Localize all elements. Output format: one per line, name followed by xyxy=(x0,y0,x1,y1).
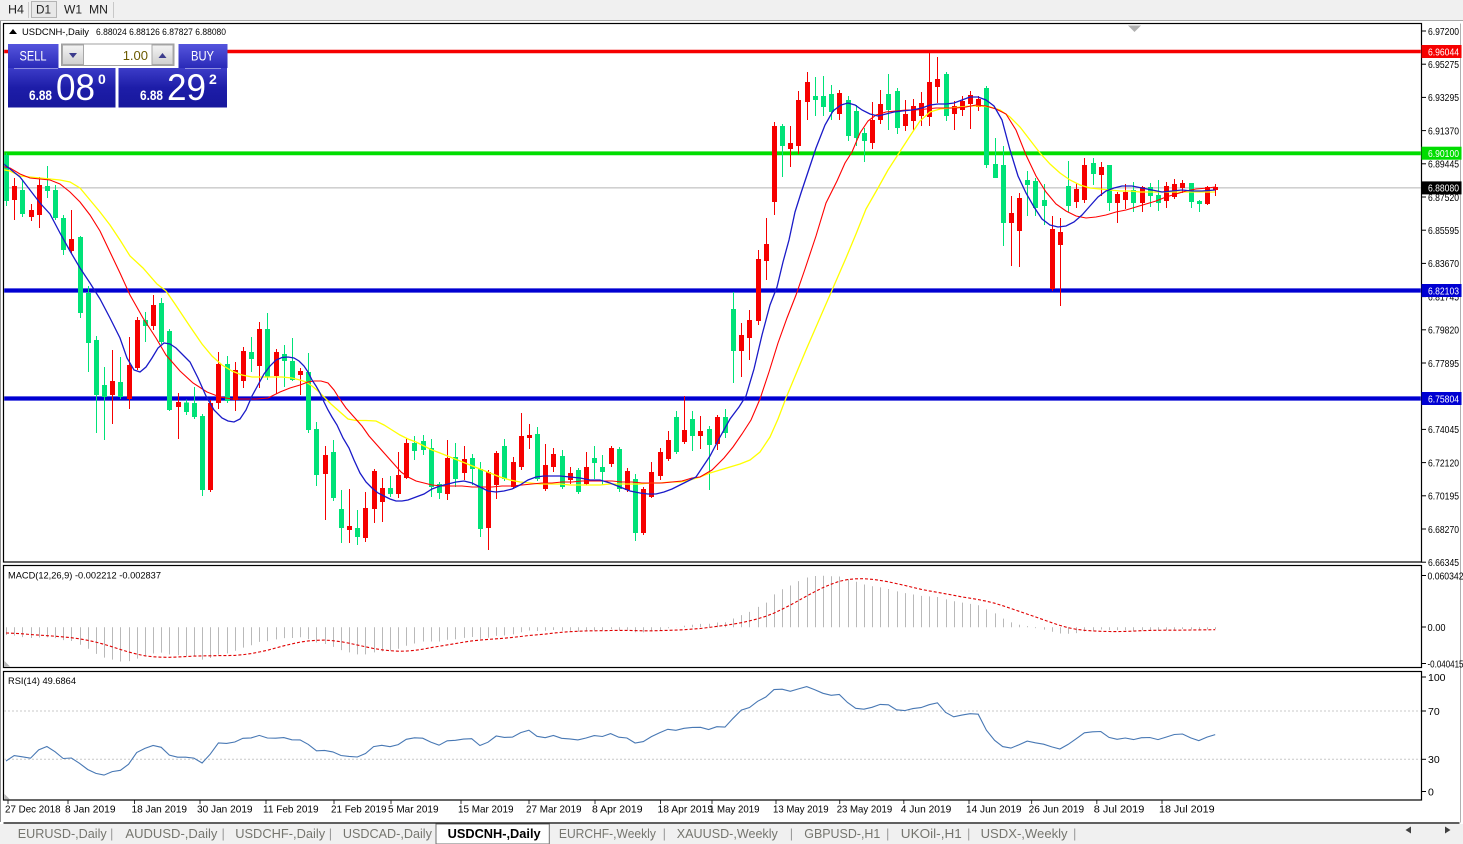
svg-text:6.88: 6.88 xyxy=(29,88,52,103)
svg-text:6.74045: 6.74045 xyxy=(1428,424,1459,436)
svg-text:6.93295: 6.93295 xyxy=(1428,92,1459,104)
svg-text:08: 08 xyxy=(56,67,95,108)
svg-text:1 May 2019: 1 May 2019 xyxy=(709,804,760,816)
svg-text:RSI(14) 49.6864: RSI(14) 49.6864 xyxy=(8,676,76,687)
svg-text:6.79820: 6.79820 xyxy=(1428,325,1459,337)
svg-text:-0.040415: -0.040415 xyxy=(1428,658,1463,670)
svg-text:AUDUSD-,Daily: AUDUSD-,Daily xyxy=(125,826,217,841)
svg-text:6.72120: 6.72120 xyxy=(1428,457,1459,469)
svg-text:8 Jan 2019: 8 Jan 2019 xyxy=(65,804,116,816)
svg-text:|: | xyxy=(329,826,332,841)
svg-text:6.96044: 6.96044 xyxy=(1428,46,1459,58)
svg-text:8 Jul 2019: 8 Jul 2019 xyxy=(1094,804,1145,816)
svg-text:0: 0 xyxy=(1428,786,1434,798)
svg-text:XAUUSD-,Weekly: XAUUSD-,Weekly xyxy=(677,826,778,841)
svg-text:USDCNH-,Daily: USDCNH-,Daily xyxy=(448,826,542,841)
svg-text:D1: D1 xyxy=(36,5,51,17)
svg-text:6.75804: 6.75804 xyxy=(1428,393,1459,405)
svg-text:USDCHF-,Daily: USDCHF-,Daily xyxy=(235,826,325,841)
svg-text:6.89445: 6.89445 xyxy=(1428,159,1459,171)
svg-text:27 Dec 2018: 27 Dec 2018 xyxy=(5,804,61,816)
svg-text:|: | xyxy=(663,826,666,841)
svg-text:|: | xyxy=(790,826,793,841)
svg-text:0.060342: 0.060342 xyxy=(1428,570,1463,582)
svg-text:MACD(12,26,9) -0.002212 -0.002: MACD(12,26,9) -0.002212 -0.002837 xyxy=(8,571,161,582)
svg-text:6.97200: 6.97200 xyxy=(1428,26,1459,38)
svg-text:6.88: 6.88 xyxy=(140,88,163,103)
svg-text:GBPUSD-,H1: GBPUSD-,H1 xyxy=(804,826,880,841)
svg-text:18 Apr 2019: 18 Apr 2019 xyxy=(658,804,714,816)
svg-text:6.66345: 6.66345 xyxy=(1428,557,1459,569)
svg-text:70: 70 xyxy=(1428,706,1440,718)
svg-text:SELL: SELL xyxy=(20,48,47,64)
svg-text:BUY: BUY xyxy=(191,48,215,64)
svg-text:6.91370: 6.91370 xyxy=(1428,125,1459,137)
svg-text:30 Jan 2019: 30 Jan 2019 xyxy=(197,804,253,816)
svg-text:13 May 2019: 13 May 2019 xyxy=(773,804,829,816)
svg-text:UKOil-,H1: UKOil-,H1 xyxy=(901,826,962,841)
svg-text:USDX-,Weekly: USDX-,Weekly xyxy=(981,826,1068,841)
svg-text:0.00: 0.00 xyxy=(1428,622,1446,634)
svg-text:0: 0 xyxy=(98,71,106,87)
svg-text:15 Mar 2019: 15 Mar 2019 xyxy=(458,804,514,816)
svg-text:|: | xyxy=(1073,826,1076,841)
svg-text:|: | xyxy=(967,826,970,841)
svg-text:27 Mar 2019: 27 Mar 2019 xyxy=(526,804,582,816)
svg-text:5 Mar 2019: 5 Mar 2019 xyxy=(388,804,439,816)
svg-text:6.82103: 6.82103 xyxy=(1428,285,1459,297)
svg-text:6.88080: 6.88080 xyxy=(1428,183,1459,195)
svg-text:MN: MN xyxy=(89,5,108,17)
svg-text:6.88024 6.88126 6.87827 6.8808: 6.88024 6.88126 6.87827 6.88080 xyxy=(96,27,226,38)
svg-text:6.68270: 6.68270 xyxy=(1428,524,1459,536)
svg-text:|: | xyxy=(222,826,225,841)
svg-text:6.90100: 6.90100 xyxy=(1428,148,1459,160)
svg-text:6.95275: 6.95275 xyxy=(1428,59,1459,71)
svg-text:6.85595: 6.85595 xyxy=(1428,225,1459,237)
svg-text:29: 29 xyxy=(167,67,206,108)
svg-text:|: | xyxy=(110,826,113,841)
svg-text:W1: W1 xyxy=(64,5,82,17)
svg-text:EURUSD-,Daily: EURUSD-,Daily xyxy=(18,826,107,841)
svg-text:H4: H4 xyxy=(8,5,25,17)
svg-text:6.77895: 6.77895 xyxy=(1428,358,1459,370)
svg-text:23 May 2019: 23 May 2019 xyxy=(837,804,893,816)
svg-text:26 Jun 2019: 26 Jun 2019 xyxy=(1029,804,1085,816)
svg-text:11 Feb 2019: 11 Feb 2019 xyxy=(263,804,319,816)
svg-text:1.00: 1.00 xyxy=(123,48,148,63)
svg-text:6.70195: 6.70195 xyxy=(1428,491,1459,503)
svg-text:6.87520: 6.87520 xyxy=(1428,192,1459,204)
svg-text:USDCAD-,Daily: USDCAD-,Daily xyxy=(343,826,432,841)
svg-text:100: 100 xyxy=(1428,672,1446,684)
svg-text:21 Feb 2019: 21 Feb 2019 xyxy=(331,804,387,816)
svg-text:USDCNH-,Daily: USDCNH-,Daily xyxy=(22,27,89,38)
svg-text:18 Jul 2019: 18 Jul 2019 xyxy=(1159,804,1215,816)
svg-text:18 Jan 2019: 18 Jan 2019 xyxy=(132,804,188,816)
svg-text:|: | xyxy=(886,826,889,841)
svg-text:30: 30 xyxy=(1428,754,1440,766)
svg-text:6.83670: 6.83670 xyxy=(1428,258,1459,270)
svg-text:2: 2 xyxy=(209,71,217,87)
svg-text:EURCHF-,Weekly: EURCHF-,Weekly xyxy=(559,826,656,841)
svg-text:4 Jun 2019: 4 Jun 2019 xyxy=(901,804,952,816)
svg-text:8 Apr 2019: 8 Apr 2019 xyxy=(592,804,643,816)
svg-text:14 Jun 2019: 14 Jun 2019 xyxy=(966,804,1022,816)
